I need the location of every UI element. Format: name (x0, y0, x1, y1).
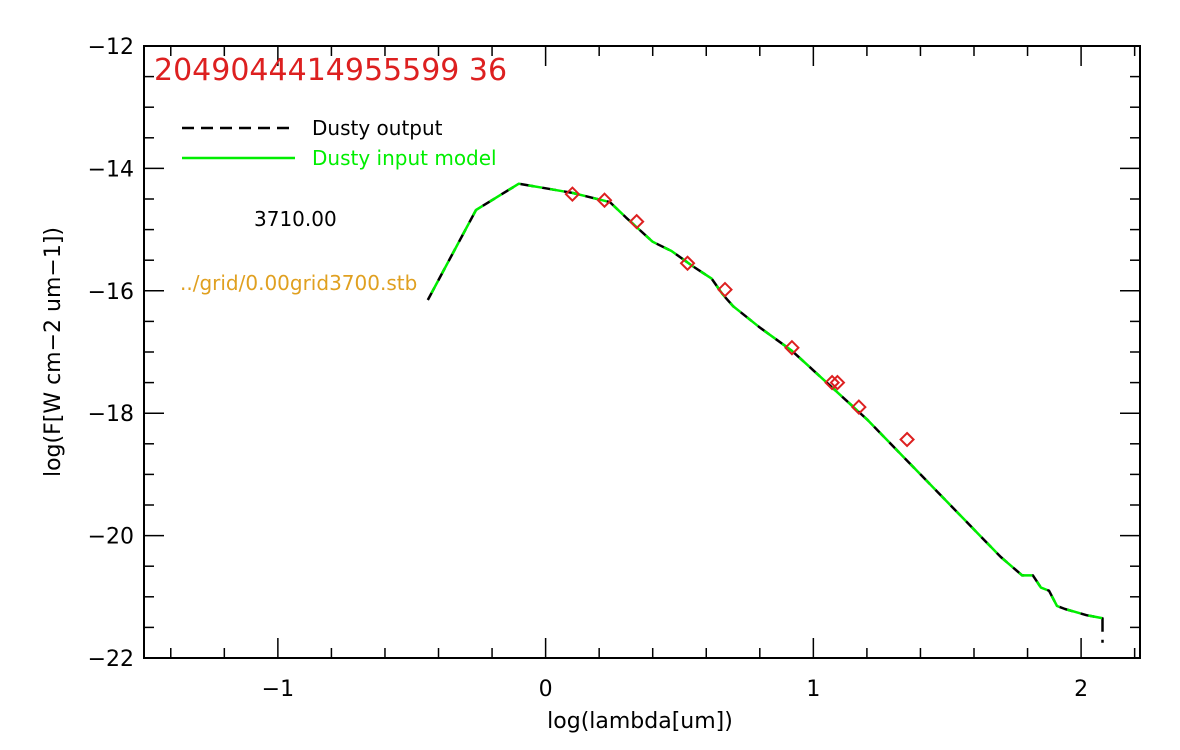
dusty-input-model-line (426, 182, 1103, 620)
y-axis-label: log(F[W cm−2 um−1]) (41, 227, 66, 477)
observation-points (564, 186, 915, 448)
x-tick-label: 2 (1074, 677, 1088, 702)
series-lines (426, 182, 1104, 643)
legend: Dusty output Dusty input model (182, 116, 497, 170)
x-tick-label: 1 (806, 677, 820, 702)
observation-diamond (564, 186, 581, 203)
observation-diamond (824, 374, 841, 391)
legend-label-output: Dusty output (312, 116, 443, 140)
grid-file-annotation: ../grid/0.00grid3700.stb (180, 271, 417, 295)
observation-diamond (850, 399, 867, 415)
id-label: 2049044414955599 36 (154, 53, 507, 88)
observation-diamond (784, 339, 800, 356)
observation-diamond (899, 431, 915, 448)
legend-label-input: Dusty input model (312, 146, 497, 170)
x-axis-label: log(lambda[um]) (547, 709, 733, 734)
plot-border (143, 45, 1141, 659)
observation-diamond (829, 374, 846, 391)
temperature-annotation: 3710.00 (254, 207, 337, 231)
y-tick-label: −12 (88, 35, 134, 60)
axis-ticks (144, 45, 1140, 659)
y-tick-label: −18 (88, 402, 134, 427)
observation-diamond (628, 213, 645, 230)
x-tick-label: 0 (539, 677, 553, 702)
observation-diamond (717, 281, 733, 298)
observation-diamond (596, 192, 613, 209)
axis-tick-labels: −1 0 1 2 −12 −14 −16 −18 −20 −22 (88, 35, 1089, 702)
y-tick-label: −14 (88, 157, 134, 182)
y-tick-label: −20 (88, 525, 134, 550)
y-tick-label: −22 (88, 647, 134, 672)
dusty-output-line (426, 182, 1104, 643)
y-tick-label: −16 (88, 280, 134, 305)
plot-frame (143, 45, 1141, 659)
x-tick-label: −1 (262, 677, 294, 702)
observation-diamond (679, 255, 696, 272)
